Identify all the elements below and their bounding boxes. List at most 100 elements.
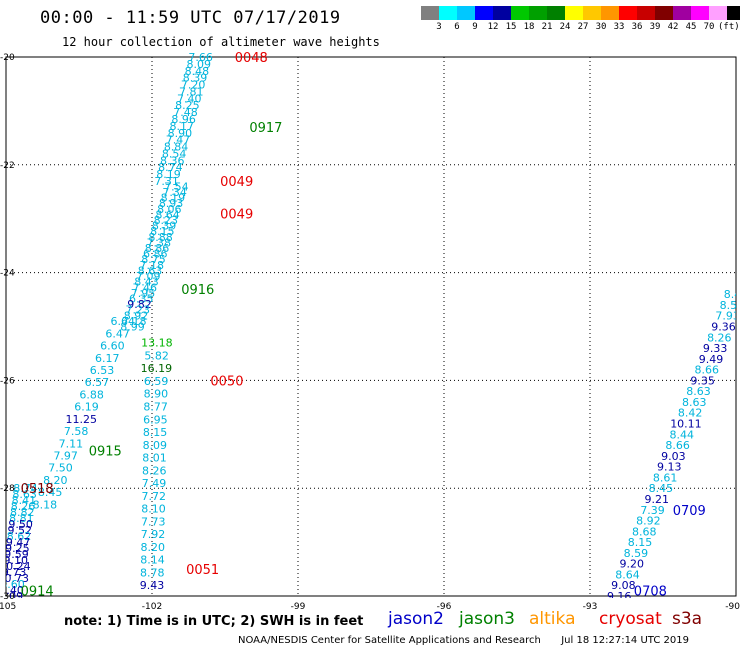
pass-time-label: 0914 <box>21 585 54 600</box>
swh-value: 7.23 <box>126 304 151 317</box>
swh-value: 8.15 <box>628 536 653 549</box>
colorbar-swatch <box>727 6 740 20</box>
swh-value: 9.16 <box>607 590 632 603</box>
swh-value: 8.78 <box>140 566 165 579</box>
swh-value: 8.84 <box>164 141 189 154</box>
map-subtitle: 12 hour collection of altimeter wave hei… <box>62 35 380 49</box>
swh-value: 8.45 <box>38 486 63 499</box>
swh-value: 8.10 <box>141 503 166 516</box>
swh-value: 8.06 <box>157 203 182 216</box>
pass-time-label: 0709 <box>673 504 706 519</box>
swh-value: 9.21 <box>644 493 669 506</box>
colorbar-swatch <box>565 6 583 20</box>
colorbar-label: 39 <box>649 22 661 32</box>
lon-tick-label: -102 <box>142 602 162 612</box>
swh-value: 8.63 <box>682 396 707 409</box>
swh-value: 8.48 <box>185 65 210 78</box>
colorbar-swatch <box>493 6 511 20</box>
swh-value: 9.59 <box>4 548 29 561</box>
swh-value: 9.33 <box>703 342 728 355</box>
colorbar-label: 3 <box>436 22 442 32</box>
swh-value: 10.11 <box>670 418 702 431</box>
swh-value: 6.60 <box>100 340 125 353</box>
swh-value: 6.59 <box>144 375 169 388</box>
swh-value: 8.86 <box>145 242 170 255</box>
lon-tick-label: -93 <box>583 602 598 612</box>
swh-value: 8.45 <box>649 482 674 495</box>
map-frame <box>5 56 737 597</box>
colorbar-label: 15 <box>505 22 517 32</box>
swh-value: 8.15 <box>150 225 175 238</box>
legend-jason3: jason3 <box>459 609 515 629</box>
swh-value: 8.61 <box>653 471 678 484</box>
swh-value: 9.82 <box>127 298 152 311</box>
colorbar-label: 45 <box>685 22 697 32</box>
colorbar-label: 36 <box>631 22 643 32</box>
lon-tick-label: -99 <box>291 602 306 612</box>
swh-value: 8.26 <box>11 500 36 513</box>
colorbar-swatch <box>601 6 619 20</box>
colorbar-swatch <box>457 6 475 20</box>
swh-value: 7.95 <box>131 287 156 300</box>
swh-value: 6.35 <box>129 292 154 305</box>
swh-colorbar <box>421 6 740 20</box>
swh-value: 7.92 <box>141 528 166 541</box>
swh-value: 9.49 <box>699 353 724 366</box>
swh-value: 10.24 <box>0 560 31 573</box>
swh-value: 8.41 <box>12 494 37 507</box>
swh-value: 7.40 <box>177 92 202 105</box>
lat-tick-label: -28 <box>0 484 15 494</box>
swh-value: 7.46 <box>133 281 158 294</box>
pass-time-label: 0049 <box>220 207 253 222</box>
swh-value: 9.03 <box>661 450 686 463</box>
swh-value: 7.50 <box>48 462 73 475</box>
swh-value: 8.09 <box>143 439 168 452</box>
swh-value: 8.59 <box>624 547 649 560</box>
swh-value: 7.20 <box>181 79 206 92</box>
pass-time-label: 0916 <box>181 283 214 298</box>
colorbar-swatch <box>655 6 673 20</box>
colorbar-swatch <box>511 6 529 20</box>
swh-value: 7.34 <box>162 186 187 199</box>
swh-value: 6.53 <box>90 364 115 377</box>
swh-value: 9.08 <box>611 579 636 592</box>
colorbar-swatch <box>529 6 547 20</box>
swh-value: 9.52 <box>8 524 33 537</box>
swh-value: 8.18 <box>33 498 58 511</box>
map-title: 00:00 - 11:59 UTC 07/17/2019 <box>40 8 341 28</box>
swh-value: 8.15 <box>143 426 168 439</box>
swh-value: 9.25 <box>5 542 30 555</box>
swh-value: 8.74 <box>158 161 183 174</box>
colorbar-label: 21 <box>541 22 553 32</box>
swh-value: 8.26 <box>142 464 167 477</box>
swh-value: 8.66 <box>665 439 690 452</box>
swh-value: 8.63 <box>138 264 163 277</box>
colorbar-label: 27 <box>577 22 589 32</box>
lat-tick-label: -24 <box>0 269 15 279</box>
legend-jason2: jason2 <box>388 609 444 629</box>
swh-value: 5.82 <box>144 349 169 362</box>
swh-value: 8.42 <box>678 407 703 420</box>
swh-value: 7.72 <box>142 490 167 503</box>
swh-value: 8.90 <box>144 388 169 401</box>
swh-value: 7.31 <box>154 175 179 188</box>
swh-value: 8.60 <box>0 578 25 591</box>
swh-value: 8.64 <box>155 208 180 221</box>
swh-value: 6.86 <box>143 248 168 261</box>
swh-value: 7.97 <box>53 450 78 463</box>
swh-value: 6.47 <box>105 327 130 340</box>
swh-value: 6.19 <box>74 401 99 414</box>
swh-value: 8.50 <box>720 299 740 312</box>
swh-value: 8.77 <box>143 400 168 413</box>
lat-tick-label: -30 <box>0 592 15 602</box>
swh-value: 7.48 <box>173 106 198 119</box>
swh-value: 9.20 <box>619 558 644 571</box>
colorbar-label: 33 <box>613 22 625 32</box>
swh-value: 6.88 <box>79 388 104 401</box>
swh-value: 8.92 <box>124 309 149 322</box>
swh-value: 9.35 <box>690 374 715 387</box>
swh-value: 8.74 <box>13 482 38 495</box>
lon-tick-label: -105 <box>0 602 16 612</box>
swh-value: 8.25 <box>175 99 200 112</box>
